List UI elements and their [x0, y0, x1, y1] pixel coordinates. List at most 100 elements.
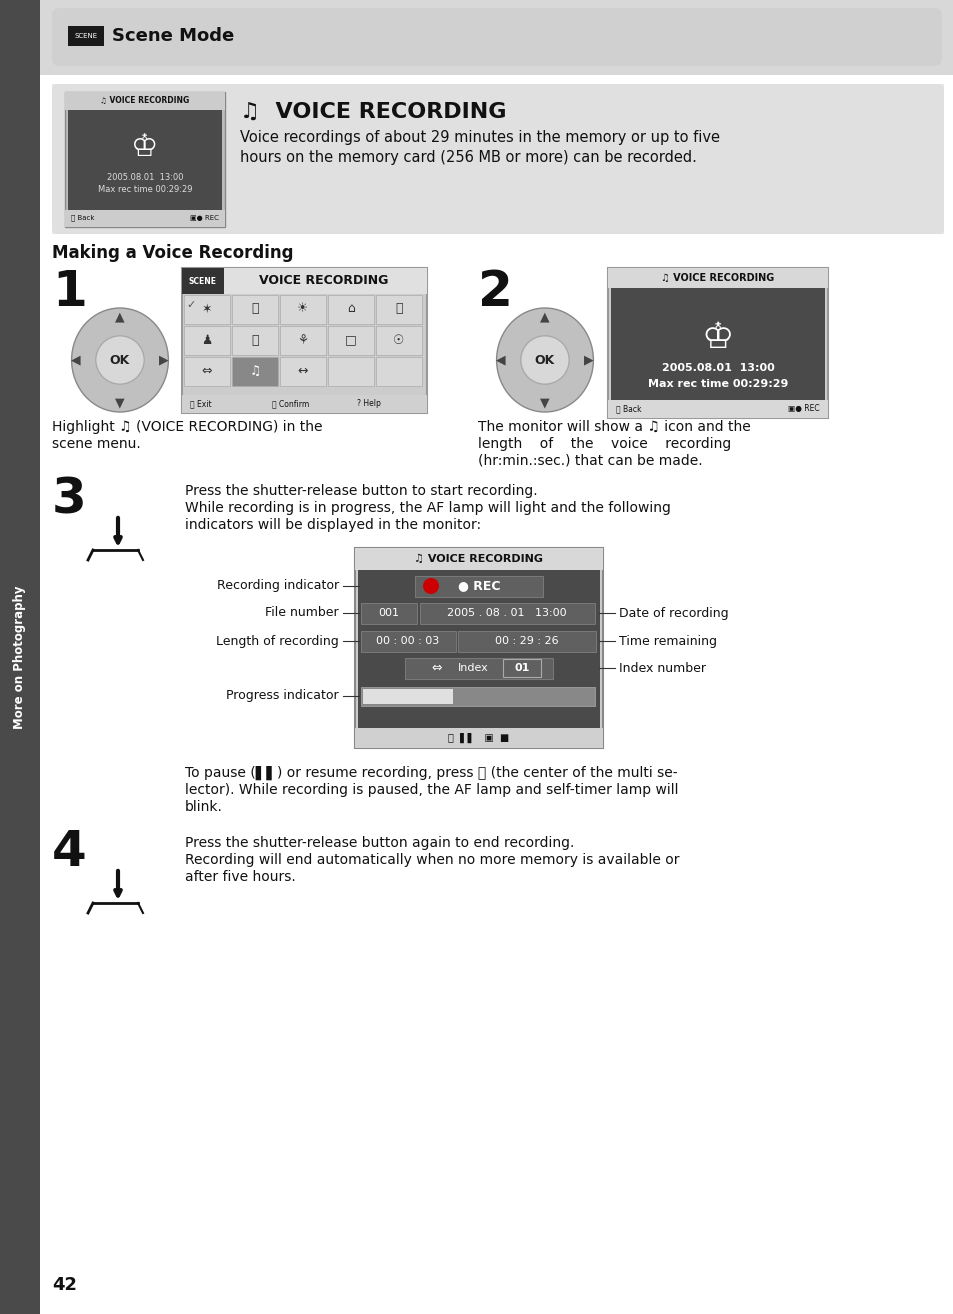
Bar: [232, 296, 277, 325]
FancyBboxPatch shape: [52, 84, 943, 234]
Text: ◀: ◀: [496, 353, 505, 367]
Text: ⛄: ⛄: [251, 302, 258, 315]
Bar: [375, 296, 421, 325]
Text: 001: 001: [378, 608, 399, 618]
Text: Max rec time 00:29:29: Max rec time 00:29:29: [97, 184, 193, 193]
Text: ▼: ▼: [115, 396, 125, 409]
Text: Ⓑ Exit: Ⓑ Exit: [190, 399, 212, 409]
Text: Max rec time 00:29:29: Max rec time 00:29:29: [647, 378, 787, 389]
Text: OK: OK: [110, 353, 130, 367]
Text: ▶: ▶: [159, 353, 169, 367]
Bar: [232, 357, 277, 386]
Text: More on Photography: More on Photography: [13, 585, 27, 729]
Text: ♟: ♟: [201, 334, 213, 347]
Bar: [355, 548, 602, 748]
Text: ⇔: ⇔: [432, 661, 442, 674]
Bar: [0, 0, 40, 1314]
Text: 3: 3: [52, 476, 87, 524]
Text: Voice recordings of about 29 minutes in the memory or up to five: Voice recordings of about 29 minutes in …: [240, 130, 720, 145]
Text: Scene Mode: Scene Mode: [112, 28, 234, 45]
Bar: [182, 268, 427, 413]
Text: 00 : 00 : 03: 00 : 00 : 03: [376, 636, 439, 646]
Text: ◀: ◀: [71, 353, 81, 367]
Text: SCENE: SCENE: [189, 276, 216, 285]
Text: ♫: ♫: [249, 364, 260, 377]
Bar: [65, 92, 225, 227]
Text: 2005.08.01  13:00: 2005.08.01 13:00: [107, 172, 183, 181]
Text: OK: OK: [535, 353, 555, 367]
Text: scene menu.: scene menu.: [52, 438, 141, 451]
Text: ☉: ☉: [393, 334, 404, 347]
Bar: [184, 296, 230, 325]
Text: Recording will end automatically when no more memory is available or: Recording will end automatically when no…: [185, 853, 679, 867]
Text: ● REC: ● REC: [457, 579, 499, 593]
Bar: [328, 326, 374, 355]
Bar: [65, 92, 225, 110]
Bar: [52, 84, 943, 234]
Bar: [355, 548, 602, 570]
Text: ⓞ  ▌▌   ▣  ■: ⓞ ▌▌ ▣ ■: [448, 733, 509, 744]
Text: 00 : 29 : 26: 00 : 29 : 26: [495, 636, 558, 646]
Text: ▲: ▲: [115, 311, 125, 323]
Text: ♔: ♔: [132, 133, 158, 162]
Bar: [68, 26, 104, 46]
Bar: [232, 326, 277, 355]
Text: While recording is in progress, the AF lamp will light and the following: While recording is in progress, the AF l…: [185, 501, 670, 515]
Text: ♫ VOICE RECORDING: ♫ VOICE RECORDING: [100, 96, 190, 105]
Bar: [280, 326, 326, 355]
Bar: [328, 296, 374, 325]
Text: SCENE: SCENE: [74, 33, 97, 39]
Text: ⛤: ⛤: [251, 334, 258, 347]
Bar: [457, 631, 596, 652]
Circle shape: [422, 578, 438, 594]
Text: Ⓑ Back: Ⓑ Back: [616, 405, 640, 414]
Text: ▶: ▶: [583, 353, 593, 367]
Bar: [357, 570, 599, 728]
Text: 1: 1: [52, 268, 87, 315]
Bar: [280, 357, 326, 386]
Text: ⚘: ⚘: [297, 334, 309, 347]
Bar: [355, 728, 602, 748]
Text: ✶: ✶: [201, 302, 212, 315]
Text: 2005 . 08 . 01   13:00: 2005 . 08 . 01 13:00: [447, 608, 566, 618]
Text: Ⓑ Back: Ⓑ Back: [71, 214, 94, 221]
Bar: [607, 268, 827, 418]
Bar: [375, 326, 421, 355]
Circle shape: [520, 336, 569, 384]
Text: To pause (▌▌) or resume recording, press ⓞ (the center of the multi se-: To pause (▌▌) or resume recording, press…: [185, 766, 677, 781]
Bar: [610, 288, 824, 399]
Bar: [328, 357, 374, 386]
Bar: [184, 357, 230, 386]
Bar: [360, 603, 416, 624]
Bar: [607, 399, 827, 418]
Bar: [363, 689, 453, 704]
Bar: [375, 357, 421, 386]
Ellipse shape: [71, 307, 169, 413]
Text: (hr:min.:sec.) that can be made.: (hr:min.:sec.) that can be made.: [477, 455, 702, 468]
Text: Highlight ♫ (VOICE RECORDING) in the: Highlight ♫ (VOICE RECORDING) in the: [52, 420, 322, 434]
Text: blink.: blink.: [185, 800, 223, 813]
Bar: [182, 268, 224, 294]
Text: ▣● REC: ▣● REC: [787, 405, 820, 414]
Text: ▣● REC: ▣● REC: [190, 215, 219, 221]
Text: Recording indicator: Recording indicator: [216, 579, 338, 593]
FancyBboxPatch shape: [52, 8, 941, 66]
Text: ↔: ↔: [297, 364, 308, 377]
Text: 4: 4: [52, 828, 87, 876]
Bar: [360, 631, 456, 652]
Bar: [182, 268, 427, 294]
Bar: [360, 687, 595, 706]
Text: hours on the memory card (256 MB or more) can be recorded.: hours on the memory card (256 MB or more…: [240, 150, 696, 166]
Bar: [419, 603, 595, 624]
Bar: [182, 396, 427, 413]
Circle shape: [95, 336, 144, 384]
Text: ⓞ Confirm: ⓞ Confirm: [272, 399, 309, 409]
Text: 01: 01: [514, 664, 529, 673]
Text: ♔: ♔: [701, 321, 734, 355]
Text: ▲: ▲: [539, 311, 549, 323]
Text: length    of    the    voice    recording: length of the voice recording: [477, 438, 731, 451]
Text: ⌖: ⌖: [395, 302, 402, 315]
Ellipse shape: [497, 307, 593, 413]
Text: VOICE RECORDING: VOICE RECORDING: [259, 275, 388, 288]
Bar: [280, 296, 326, 325]
